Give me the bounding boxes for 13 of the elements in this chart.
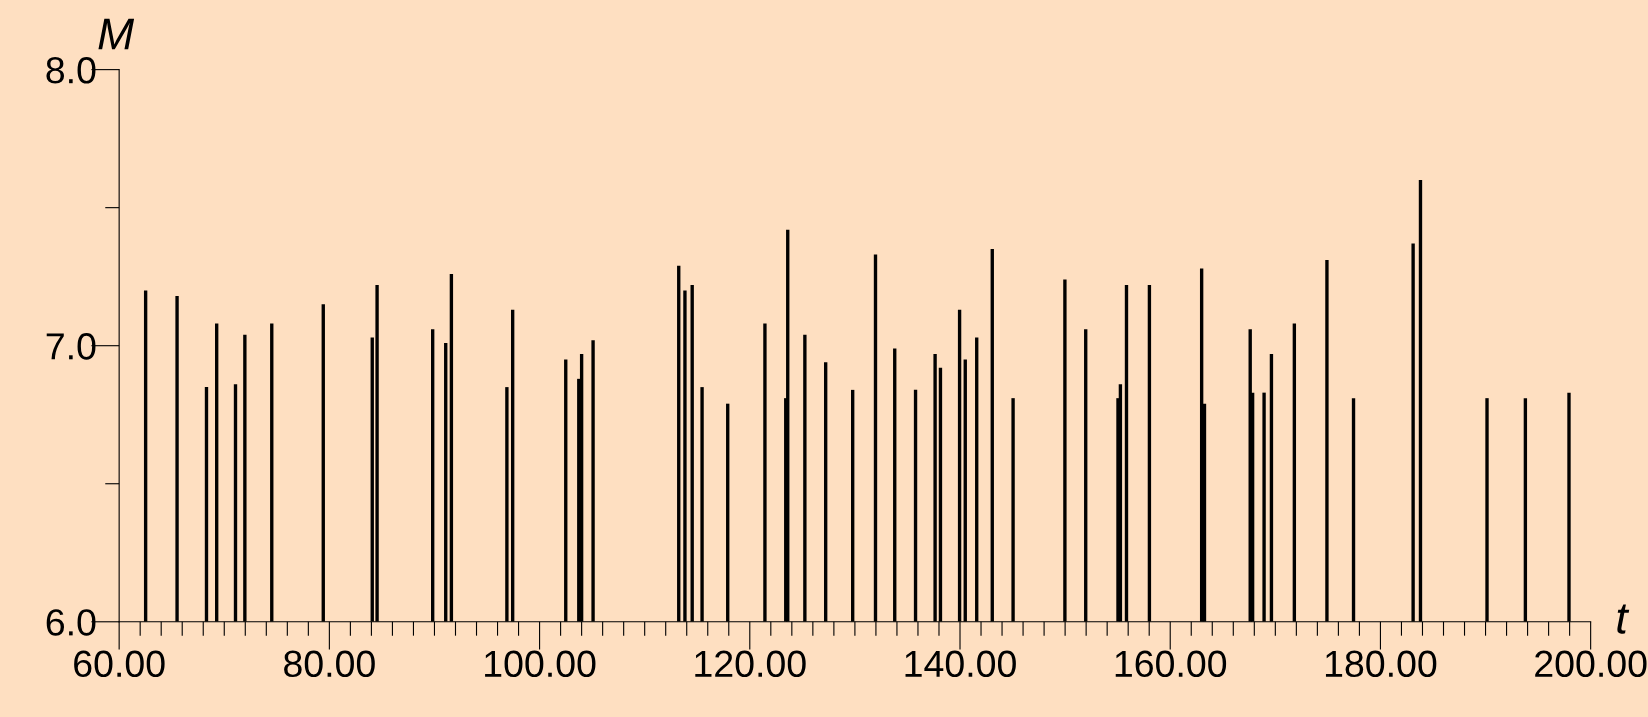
x-tick-label: 200.00 xyxy=(1535,650,1647,678)
x-tick-label: 160.00 xyxy=(1115,650,1227,678)
y-axis-title: M xyxy=(98,18,135,50)
y-tick-label: 8.0 xyxy=(46,57,96,84)
x-tick-label: 60.00 xyxy=(74,650,165,678)
x-tick-label: 140.00 xyxy=(905,650,1016,678)
x-tick-label: 100.00 xyxy=(485,650,596,678)
x-tick-label: 180.00 xyxy=(1325,650,1437,678)
y-tick-label: 6.0 xyxy=(46,609,96,636)
y-tick-label: 7.0 xyxy=(46,333,96,360)
x-axis-title: t xyxy=(1617,604,1630,634)
x-tick-label: 120.00 xyxy=(695,650,806,678)
x-tick-label: 80.00 xyxy=(284,650,375,678)
